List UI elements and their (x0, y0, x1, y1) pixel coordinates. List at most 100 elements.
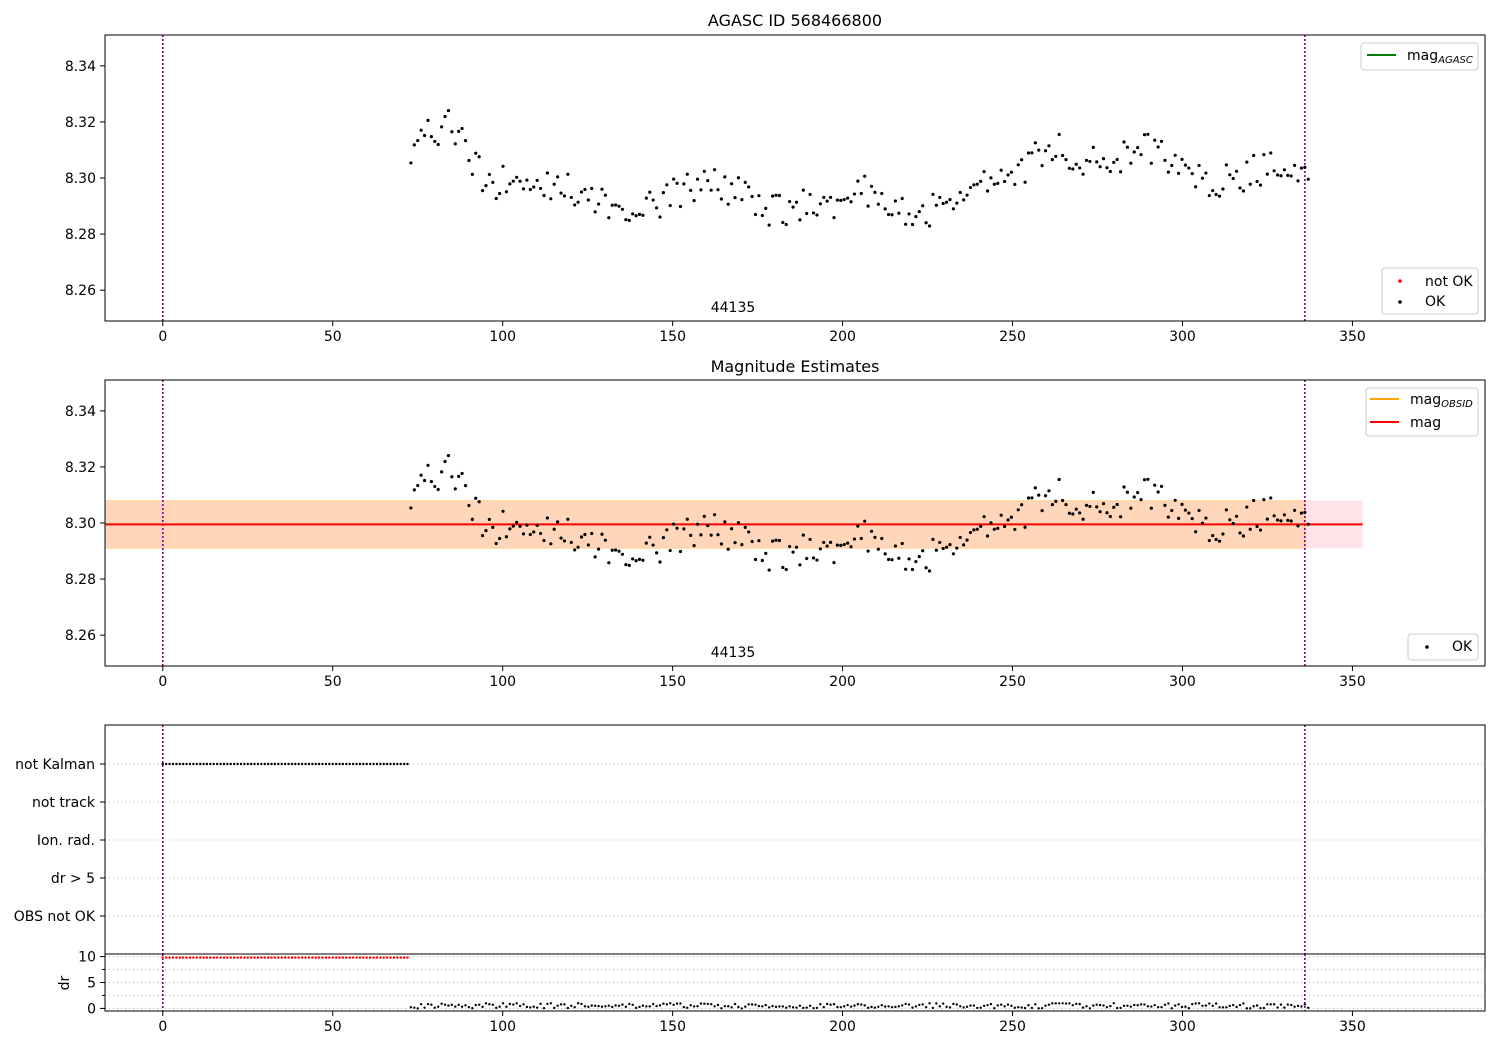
data-point (839, 198, 843, 202)
data-point (470, 517, 474, 521)
data-point (1272, 514, 1276, 518)
dr-gt-5-point (222, 956, 226, 959)
dr-point (880, 1003, 883, 1007)
data-point (1091, 145, 1095, 150)
data-point (849, 545, 853, 549)
data-point (593, 555, 597, 559)
x-tick-label: 50 (324, 674, 342, 690)
dr-point (559, 1003, 563, 1006)
data-point (743, 525, 747, 530)
data-point (1016, 508, 1020, 512)
data-point (1228, 518, 1232, 522)
data-point (545, 171, 549, 175)
dr-point (982, 1004, 986, 1008)
data-point (873, 190, 877, 194)
data-point (869, 529, 874, 533)
data-point (716, 188, 720, 192)
dr-point (1017, 1005, 1020, 1009)
data-point (504, 190, 509, 194)
dr-point (433, 1006, 436, 1009)
data-point (1149, 161, 1153, 165)
data-point (586, 198, 590, 202)
not-kalman-point (202, 762, 205, 766)
not-kalman-point (294, 762, 297, 766)
dr-point (798, 1004, 802, 1007)
dr-gt-5-point (328, 956, 331, 959)
dr-point (631, 1003, 634, 1007)
data-point (409, 161, 413, 165)
data-point (583, 187, 587, 192)
y-tick-label: 8.32 (65, 115, 96, 131)
dr-gt-5-point (192, 956, 195, 959)
data-point (460, 471, 464, 476)
data-point (624, 563, 628, 567)
not-kalman-point (396, 762, 399, 766)
dr-point (1170, 1007, 1173, 1010)
data-point (699, 533, 703, 537)
dr-point (573, 1006, 576, 1009)
dr-point (921, 1003, 924, 1006)
data-point (699, 188, 703, 192)
dr-point (553, 1006, 556, 1010)
data-point (750, 539, 754, 544)
dr-point (440, 1002, 443, 1005)
data-point (1180, 502, 1184, 506)
data-point (1265, 517, 1269, 521)
x-tick-label: 250 (999, 1019, 1026, 1035)
data-point (409, 506, 413, 510)
not-kalman-point (246, 762, 249, 766)
data-point (1084, 158, 1089, 162)
data-point (641, 558, 645, 562)
top-plot-area: 8.26 8.28 8.30 8.32 8.34 0 50 100 150 200 250 300 35… (65, 35, 1366, 345)
data-point (1105, 166, 1109, 170)
dr-point (505, 1005, 508, 1008)
not-kalman-point (263, 762, 266, 766)
data-point (1033, 141, 1037, 145)
data-point (1217, 539, 1222, 543)
dr-point (822, 1005, 825, 1009)
data-point (1139, 153, 1143, 157)
not-kalman-point (297, 762, 300, 766)
not-kalman-point (372, 762, 375, 766)
data-point (484, 184, 488, 188)
dr-point (791, 1006, 795, 1009)
data-point (846, 541, 850, 545)
data-point (1269, 496, 1273, 500)
dr-point (675, 1002, 679, 1005)
dr-point (1023, 1006, 1027, 1010)
dr-point (583, 1005, 587, 1008)
data-point (665, 183, 669, 187)
data-point (897, 556, 901, 560)
not-kalman-point (304, 762, 307, 766)
dr-point (607, 1004, 611, 1007)
dr-point (1088, 1007, 1092, 1010)
data-point (614, 548, 618, 552)
dr-point (1129, 1005, 1133, 1008)
dr-point (1081, 1006, 1085, 1009)
dr-point (959, 1005, 962, 1008)
dr-point (1252, 1005, 1255, 1008)
data-point (712, 513, 717, 517)
data-point (521, 187, 526, 191)
data-point (1262, 153, 1266, 157)
data-point (1269, 151, 1273, 155)
dr-point (1255, 1004, 1259, 1007)
data-point (501, 164, 505, 168)
data-point (1255, 524, 1259, 529)
data-point (494, 196, 498, 201)
dr-point (955, 1003, 959, 1006)
data-point (1084, 503, 1089, 507)
data-point (719, 542, 723, 546)
data-point (999, 513, 1003, 517)
data-point (637, 557, 642, 561)
middle-panel-title: Magnitude Estimates (711, 357, 880, 376)
data-point (559, 191, 563, 195)
dr-point (965, 1005, 969, 1008)
data-point (907, 212, 911, 216)
dr-point (621, 1003, 624, 1006)
dr-point (1054, 1002, 1057, 1005)
data-point (835, 543, 840, 547)
data-point (535, 523, 539, 527)
data-point (951, 552, 956, 556)
